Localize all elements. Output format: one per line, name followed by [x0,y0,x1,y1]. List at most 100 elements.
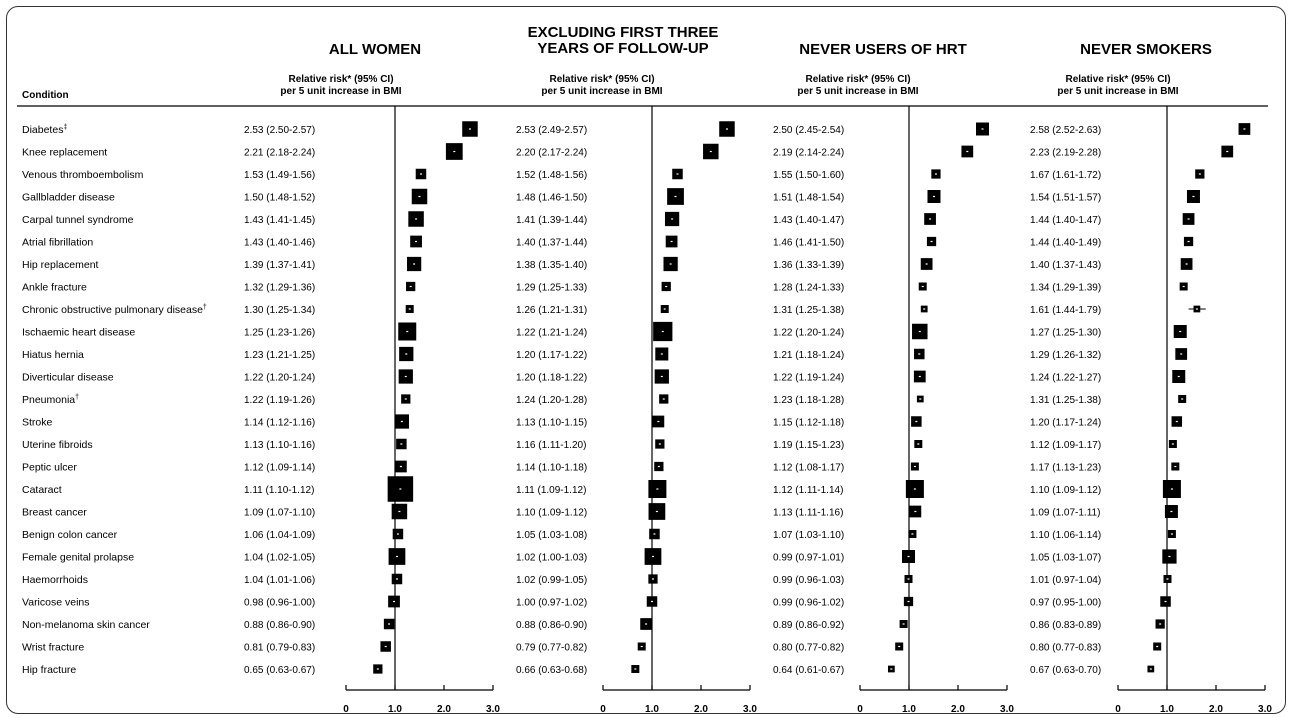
panel-subtitle: Relative risk* (95% CI) [805,74,910,85]
condition-column-header: Condition [22,90,69,101]
rr-marker-center [930,240,933,243]
rr-marker-center [902,623,905,625]
panel-subtitle: Relative risk* (95% CI) [549,74,654,85]
rr-value-label: 1.20 (1.17-1.22) [516,350,587,361]
rr-marker-center [399,465,402,468]
rr-marker-center [1170,488,1173,490]
rr-value-label: 0.99 (0.97-1.01) [773,553,844,564]
rr-value-label: 1.46 (1.41-1.50) [773,238,844,249]
rr-value-label: 0.66 (0.63-0.68) [516,665,587,676]
rr-value-label: 1.24 (1.20-1.28) [516,395,587,406]
rr-value-label: 2.21 (2.18-2.24) [244,148,315,159]
rr-value-label: 1.29 (1.25-1.33) [516,283,587,294]
condition-label: Pneumonia† [22,394,79,406]
rr-marker-center [670,240,673,243]
rr-marker-center [1175,420,1178,423]
x-axis-tick-label: 1.0 [1160,704,1174,715]
condition-label: Venous thromboembolism [22,169,144,181]
rr-marker-center [1177,375,1180,378]
rr-value-label: 2.50 (2.45-2.54) [773,125,844,136]
rr-marker-center [1174,465,1177,468]
rr-value-label: 1.23 (1.21-1.25) [244,350,315,361]
rr-value-label: 1.14 (1.12-1.16) [244,418,315,429]
rr-value-label: 0.80 (0.77-0.82) [773,643,844,654]
rr-marker-center [634,668,637,670]
rr-value-label: 1.16 (1.11-1.20) [516,440,586,451]
rr-value-label: 1.12 (1.09-1.14) [244,463,315,474]
rr-marker-center [656,488,659,490]
condition-label: Stroke [22,417,53,429]
x-axis-tick-label: 2.0 [951,704,965,715]
rr-value-label: 1.43 (1.41-1.45) [244,215,315,226]
rr-value-label: 1.53 (1.49-1.56) [244,170,315,181]
rr-value-label: 1.14 (1.10-1.18) [516,463,587,474]
rr-value-label: 1.22 (1.19-1.26) [244,395,315,406]
rr-value-label: 2.53 (2.50-2.57) [244,125,315,136]
rr-value-label: 1.39 (1.37-1.41) [244,260,315,271]
rr-marker-center [1181,398,1184,400]
condition-label: Varicose veins [22,597,90,609]
rr-marker-center [898,645,901,648]
rr-marker-center [415,240,418,243]
rr-marker-center [408,308,411,310]
rr-value-label: 1.22 (1.20-1.24) [773,328,844,339]
rr-marker-center [400,420,403,423]
rr-value-label: 0.99 (0.96-1.03) [773,575,844,586]
rr-marker-center [662,398,665,400]
rr-value-label: 1.34 (1.29-1.39) [1030,283,1101,294]
rr-value-label: 1.23 (1.18-1.28) [773,395,844,406]
condition-label: Carpal tunnel syndrome [22,214,134,226]
condition-label: Hip fracture [22,664,76,676]
rr-value-label: 1.41 (1.39-1.44) [516,215,587,226]
rr-marker-center [1149,668,1152,670]
rr-value-label: 1.12 (1.08-1.17) [773,463,844,474]
rr-value-label: 1.36 (1.33-1.39) [773,260,844,271]
rr-marker-center [651,555,654,558]
rr-marker-center [395,555,398,558]
rr-value-label: 1.28 (1.24-1.33) [773,283,844,294]
rr-marker-center [907,600,910,603]
rr-value-label: 1.05 (1.03-1.08) [516,530,587,541]
rr-marker-center [404,375,407,378]
condition-label: Chronic obstructive pulmonary disease† [22,304,207,316]
rr-value-label: 1.40 (1.37-1.43) [1030,260,1101,271]
rr-marker-center [934,173,937,175]
rr-marker-center [1187,240,1190,243]
panel-subtitle: Relative risk* (95% CI) [1065,74,1170,85]
condition-label: Peptic ulcer [22,462,77,474]
rr-marker-center [653,533,656,535]
rr-value-label: 1.22 (1.21-1.24) [516,328,587,339]
rr-marker-center [418,195,421,198]
rr-marker-center [453,150,456,153]
rr-marker-center [658,443,661,445]
rr-marker-center [1179,330,1182,333]
rr-value-label: 1.10 (1.06-1.14) [1030,530,1101,541]
x-axis-tick-label: 2.0 [437,704,451,715]
rr-value-label: 1.05 (1.03-1.07) [1030,553,1101,564]
rr-value-label: 1.61 (1.44-1.79) [1030,305,1101,316]
rr-value-label: 0.80 (0.77-0.83) [1030,643,1101,654]
rr-value-label: 0.89 (0.86-0.92) [773,620,844,631]
rr-value-label: 1.48 (1.46-1.50) [516,193,587,204]
rr-marker-center [674,195,677,198]
panel-title: NEVER SMOKERS [1080,41,1212,58]
rr-marker-center [1198,173,1201,175]
rr-marker-center [1156,645,1159,648]
rr-value-label: 1.12 (1.09-1.17) [1030,440,1101,451]
rr-value-label: 1.20 (1.17-1.24) [1030,418,1101,429]
rr-marker-center [907,578,910,580]
rr-marker-center [1243,128,1246,130]
rr-marker-center [663,308,666,310]
rr-value-label: 2.19 (2.14-2.24) [773,148,844,159]
panel-subtitle: per 5 unit increase in BMI [797,86,918,97]
rr-value-label: 1.25 (1.23-1.26) [244,328,315,339]
rr-marker-center [396,533,399,535]
rr-value-label: 2.58 (2.52-2.63) [1030,125,1101,136]
rr-value-label: 1.50 (1.48-1.52) [244,193,315,204]
rr-value-label: 0.88 (0.86-0.90) [244,620,315,631]
rr-value-label: 1.52 (1.48-1.56) [516,170,587,181]
rr-marker-center [725,128,728,130]
rr-marker-center [400,443,403,445]
rr-value-label: 1.06 (1.04-1.09) [244,530,315,541]
